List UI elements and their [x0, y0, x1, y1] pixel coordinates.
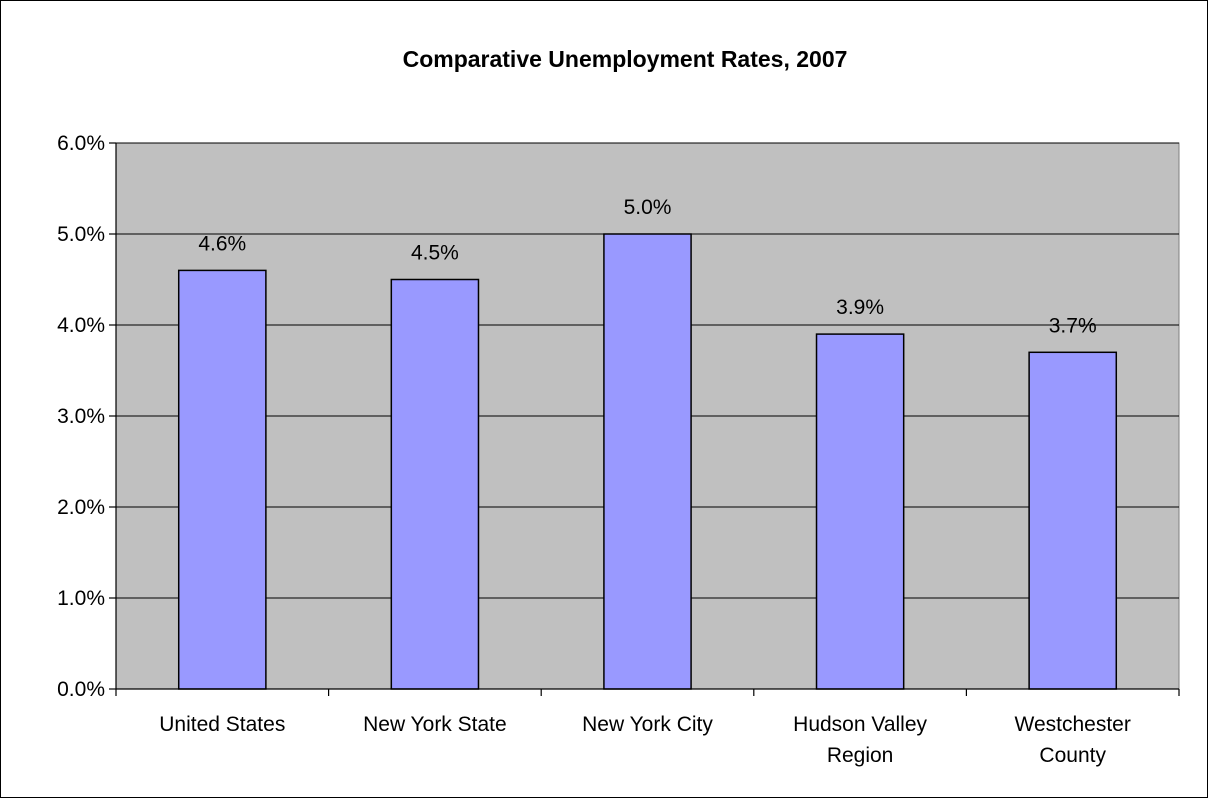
- data-label: 3.7%: [1049, 314, 1097, 337]
- data-label: 3.9%: [836, 296, 884, 319]
- data-label: 5.0%: [624, 196, 672, 219]
- bar: [390, 278, 480, 690]
- y-tick-label: 2.0%: [57, 496, 105, 519]
- y-tick-label: 1.0%: [57, 587, 105, 610]
- y-tick-label: 4.0%: [57, 314, 105, 337]
- data-label: 4.6%: [198, 232, 246, 255]
- data-labels: 4.6% 4.5% 5.0% 3.9% 3.7%: [198, 196, 1096, 337]
- x-tick-label: New York City: [582, 713, 713, 736]
- bar: [177, 269, 267, 690]
- bar: [815, 333, 905, 690]
- x-axis-ticks: United States New York State New York City…: [115, 689, 1180, 767]
- x-tick-label: United States: [159, 713, 285, 736]
- x-tick-label: New York State: [363, 713, 507, 736]
- x-tick-label: Hudson Valley Region: [793, 713, 927, 767]
- y-tick-label: 5.0%: [57, 223, 105, 246]
- x-tick-label: Westchester County: [1015, 713, 1131, 767]
- y-tick-label: 3.0%: [57, 405, 105, 428]
- chart-title: Comparative Unemployment Rates, 2007: [403, 46, 848, 72]
- y-axis-ticks: 0.0% 1.0% 2.0% 3.0% 4.0% 5.0% 6.0%: [57, 132, 116, 701]
- bar: [1028, 351, 1118, 690]
- y-tick-label: 6.0%: [57, 132, 105, 155]
- data-label: 4.5%: [411, 242, 459, 265]
- y-tick-label: 0.0%: [57, 678, 105, 701]
- bars: [177, 233, 1118, 690]
- bar: [603, 233, 692, 690]
